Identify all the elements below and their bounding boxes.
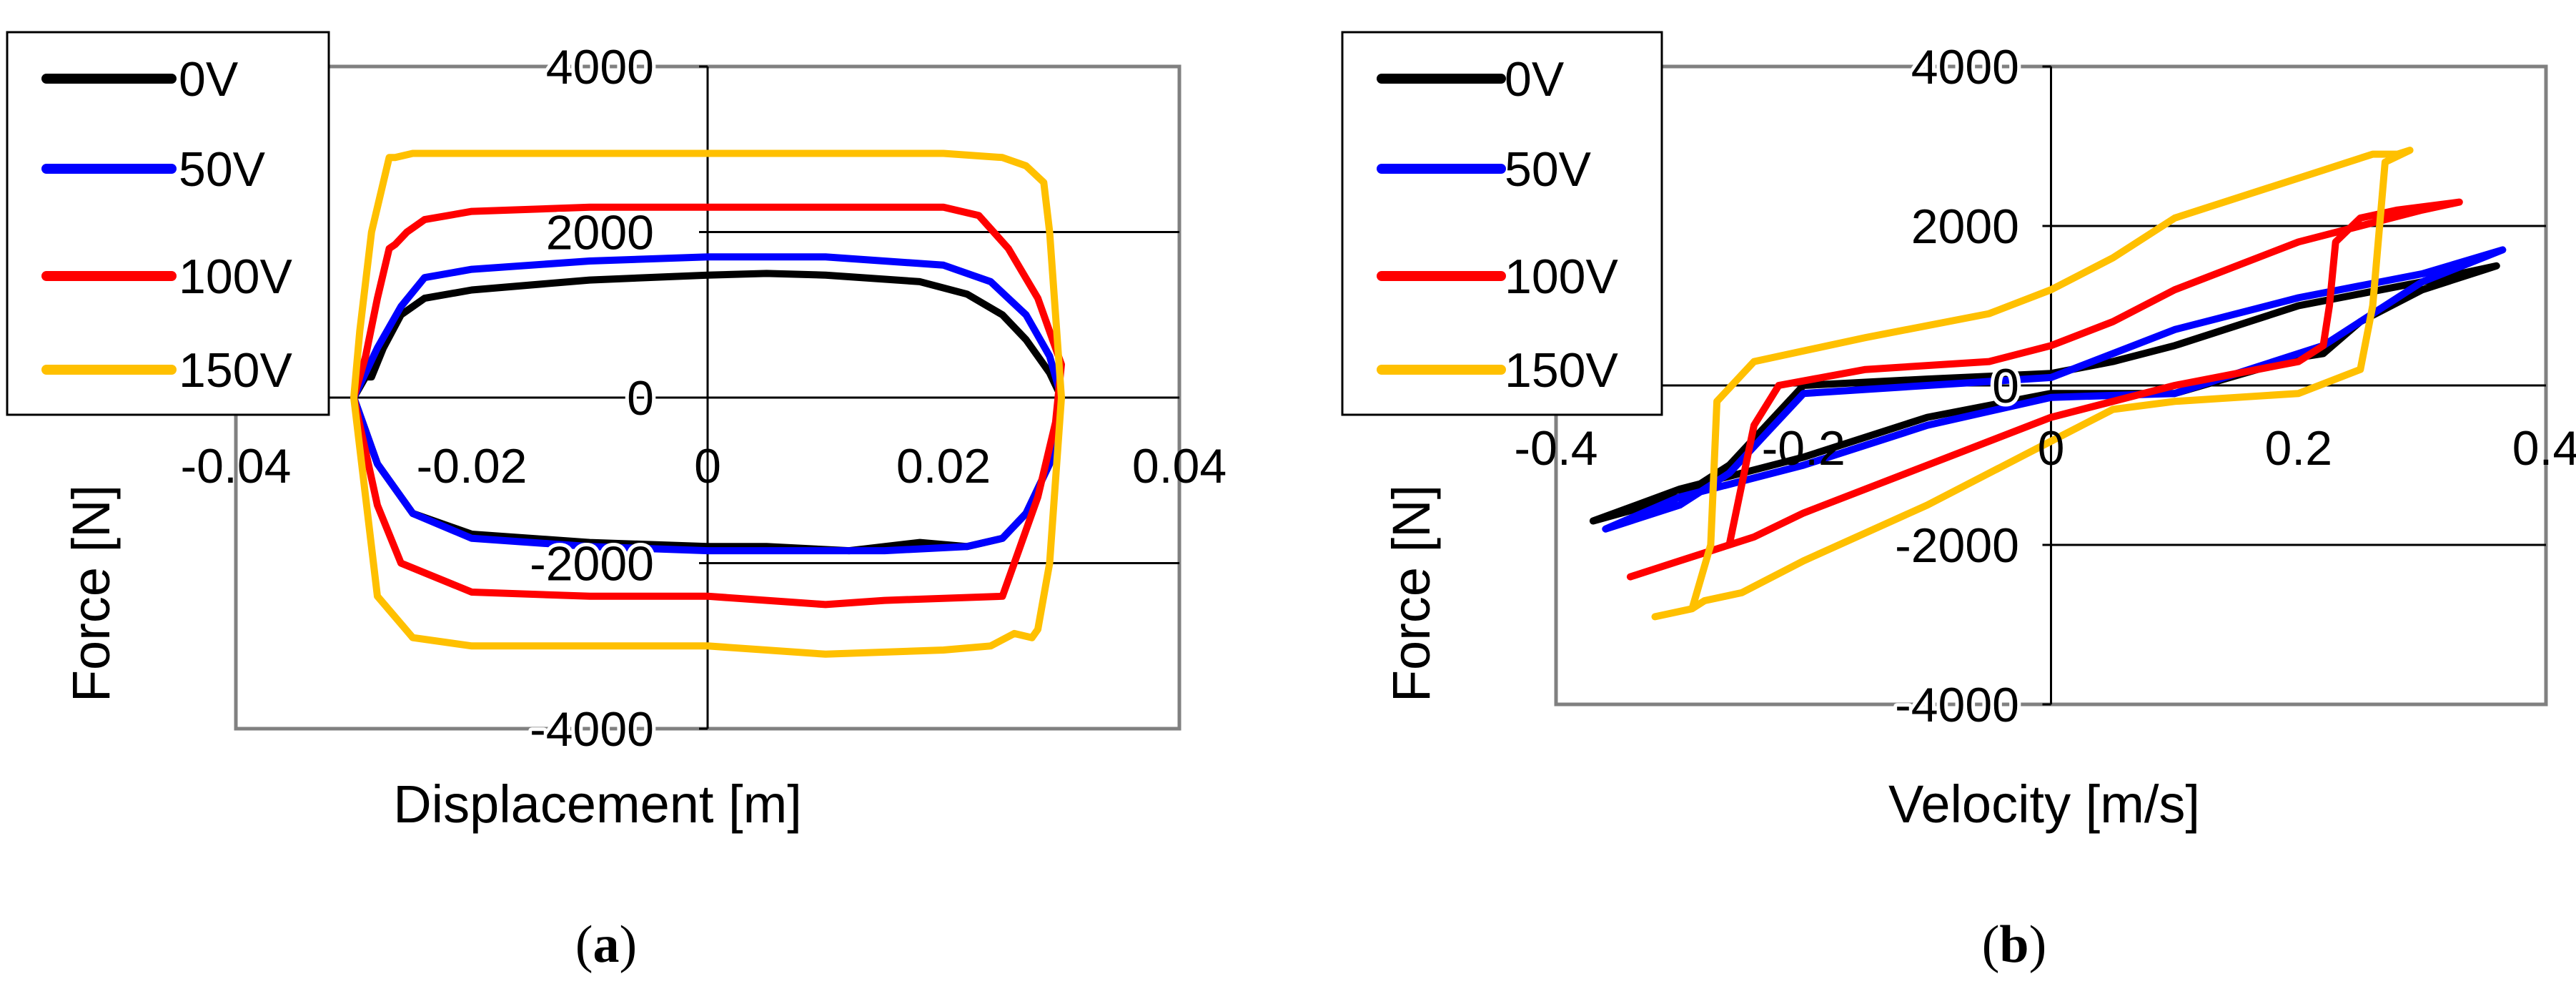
chart-a-x-tick-label-0-02: -0.02 — [417, 439, 527, 493]
chart-a-legend-item-100v: 100V — [41, 250, 292, 304]
chart-b-legend-box — [1341, 31, 1663, 416]
chart-b-legend-item-0v: 0V — [1377, 52, 1565, 107]
chart-a-legend-item-0v: 0V — [41, 52, 239, 107]
chart-b-series — [1589, 147, 2507, 621]
chart-b-caption-close: ) — [2029, 915, 2047, 974]
chart-b-caption-letter: b — [1999, 915, 2028, 974]
chart-b-legend-label-150v: 150V — [1505, 343, 1618, 398]
chart-b-x-tick-label-0-4: -0.4 — [1514, 421, 1597, 476]
chart-a-legend-label-0v: 0V — [179, 52, 239, 107]
chart-a-legend-label-150v: 150V — [179, 343, 292, 398]
chart-a-y-tick-label-0: 0 — [627, 371, 654, 425]
chart-a-legend-item-50v: 50V — [41, 142, 266, 197]
chart-b: -0.4 -0.2 0 0.2 0.4 -4000 -2000 0 2000 4000 0V 5… — [1341, 31, 2576, 974]
chart-a-caption: (a) — [575, 915, 637, 974]
chart-b-y-tick-label-2000: 2000 — [1911, 200, 2019, 254]
chart-a-x-tick-label-0-04: 0.04 — [1132, 439, 1227, 493]
chart-b-y-tick-label-0: 0 — [1992, 359, 2019, 413]
chart-b-y-tick-label-2000: -2000 — [1895, 518, 2019, 573]
chart-a-y-tick-label-2000: 2000 — [546, 206, 654, 260]
chart-a-series-0v — [350, 270, 1065, 555]
chart-a-legend: 0V 50V 100V 150V — [6, 31, 330, 416]
chart-a-series — [350, 149, 1065, 658]
chart-b-legend-label-0v: 0V — [1505, 52, 1565, 107]
chart-a-series-50v — [350, 253, 1065, 555]
chart-b-legend-item-50v: 50V — [1377, 142, 1592, 197]
chart-b-x-tick-labels: -0.4 -0.2 0 0.2 0.4 — [1514, 421, 2576, 476]
chart-b-caption-open: ( — [1982, 915, 2000, 974]
chart-a-legend-label-50v: 50V — [179, 142, 266, 197]
chart-b-caption: (b) — [1982, 915, 2046, 974]
chart-b-y-tick-label-4000: 4000 — [1911, 40, 2019, 94]
chart-a-legend-box — [6, 31, 330, 416]
chart-a-y-tick-label-2000: -2000 — [530, 537, 654, 591]
chart-b-legend-item-100v: 100V — [1377, 250, 1618, 304]
chart-b-legend-item-150v: 150V — [1377, 343, 1618, 398]
chart-a-legend-label-100v: 100V — [179, 250, 292, 304]
chart-b-x-tick-label-0: 0 — [2038, 421, 2065, 476]
chart-b-legend-label-100v: 100V — [1505, 250, 1618, 304]
chart-a-caption-close: ) — [620, 915, 638, 974]
chart-a-y-tick-label-4000: -4000 — [530, 702, 654, 757]
chart-a-series-100v — [350, 203, 1065, 609]
chart-b-series-0v — [1589, 262, 2500, 525]
chart-a-caption-open: ( — [575, 915, 593, 974]
chart-a-x-tick-labels: -0.04 -0.02 0 0.02 0.04 — [181, 439, 1227, 493]
chart-a-caption-letter: a — [593, 915, 620, 974]
chart-b-series-100v — [1626, 198, 2463, 581]
chart-a-y-tick-label-4000: 4000 — [546, 40, 654, 94]
chart-a: -0.04 -0.02 0 0.02 0.04 -4000-2000020004000 … — [6, 31, 1227, 974]
chart-a-gridlines — [708, 231, 1179, 564]
chart-a-y-ticks — [699, 65, 708, 730]
chart-a-series-150v — [350, 149, 1065, 658]
chart-b-gridlines — [2051, 225, 2546, 546]
chart-b-legend: 0V 50V 100V 150V — [1341, 31, 1663, 416]
chart-b-x-tick-label-0-2: 0.2 — [2264, 421, 2332, 476]
chart-a-x-tick-label-0: 0 — [694, 439, 721, 493]
chart-b-y-tick-label-4000: -4000 — [1895, 678, 2019, 732]
chart-b-y-tick-labels: -4000 -2000 0 2000 4000 — [1891, 36, 2023, 736]
chart-a-y-axis-label: Force [N] — [61, 485, 121, 702]
chart-a-x-axis-label: Displacement [m] — [393, 774, 802, 834]
chart-b-series-50v — [1602, 246, 2507, 533]
chart-b-legend-label-50v: 50V — [1505, 142, 1592, 197]
chart-b-x-tick-label-0-4: 0.4 — [2512, 421, 2576, 476]
chart-b-series-150v — [1651, 147, 2414, 621]
chart-a-axes — [329, 67, 1179, 729]
chart-a-x-tick-label-0-04: -0.04 — [181, 439, 292, 493]
chart-a-x-tick-label-0-02: 0.02 — [896, 439, 991, 493]
chart-b-x-tick-label-0-2: -0.2 — [1762, 421, 1846, 476]
chart-b-y-ticks — [2042, 65, 2051, 706]
chart-b-y-axis-label: Force [N] — [1382, 485, 1441, 702]
chart-b-x-axis-label: Velocity [m/s] — [1888, 774, 2200, 834]
chart-a-legend-item-150v: 150V — [41, 343, 292, 398]
chart-a-y-tick-labels: -4000 -2000 0 2000 4000 — [526, 36, 658, 760]
